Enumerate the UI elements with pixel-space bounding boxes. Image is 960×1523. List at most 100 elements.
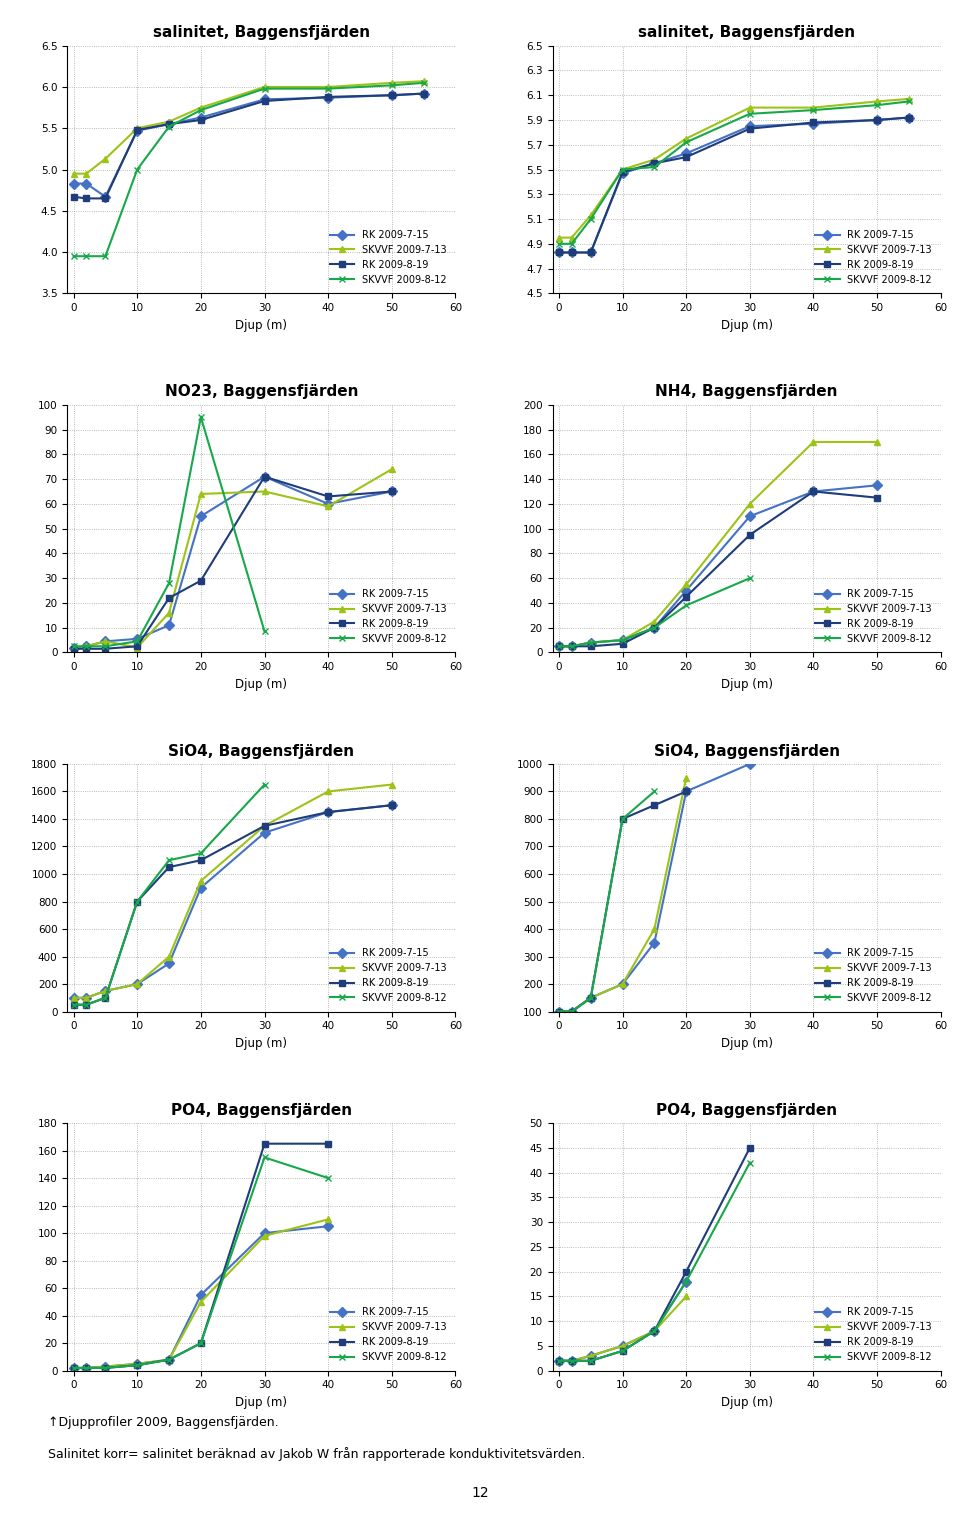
SKVVF 2009-8-12 xyxy=(195,844,206,862)
RK 2009-7-15 xyxy=(872,111,883,129)
Line: RK 2009-7-15: RK 2009-7-15 xyxy=(556,760,754,1014)
RK 2009-8-19 xyxy=(195,1334,206,1352)
SKVVF 2009-7-13 xyxy=(681,576,692,594)
SKVVF 2009-7-13 xyxy=(565,637,577,655)
SKVVF 2009-8-12 xyxy=(323,1170,334,1188)
SKVVF 2009-7-13 xyxy=(195,484,206,503)
RK 2009-7-15 xyxy=(163,114,175,133)
SKVVF 2009-7-13 xyxy=(100,149,111,168)
RK 2009-7-15 xyxy=(565,637,577,655)
RK 2009-8-19 xyxy=(323,1135,334,1153)
SKVVF 2009-8-12 xyxy=(565,637,577,655)
RK 2009-7-15 xyxy=(565,244,577,262)
RK 2009-8-19 xyxy=(132,892,143,911)
RK 2009-8-19 xyxy=(649,797,660,815)
RK 2009-7-15 xyxy=(81,988,92,1007)
RK 2009-7-15 xyxy=(100,187,111,206)
SKVVF 2009-7-13 xyxy=(585,634,596,652)
RK 2009-7-15 xyxy=(195,879,206,897)
SKVVF 2009-8-12 xyxy=(81,1359,92,1377)
RK 2009-7-15 xyxy=(585,1346,596,1365)
Line: SKVVF 2009-8-12: SKVVF 2009-8-12 xyxy=(556,97,912,247)
RK 2009-8-19 xyxy=(195,111,206,129)
SKVVF 2009-7-13 xyxy=(259,78,271,96)
SKVVF 2009-8-12 xyxy=(68,637,80,655)
RK 2009-8-19 xyxy=(81,996,92,1014)
SKVVF 2009-7-13 xyxy=(386,775,397,793)
SKVVF 2009-8-12 xyxy=(585,988,596,1007)
RK 2009-8-19 xyxy=(744,525,756,544)
RK 2009-7-15 xyxy=(649,1322,660,1340)
RK 2009-7-15 xyxy=(323,803,334,821)
RK 2009-7-15 xyxy=(681,1272,692,1290)
SKVVF 2009-8-12 xyxy=(553,637,564,655)
SKVVF 2009-8-12 xyxy=(616,631,628,649)
RK 2009-8-19 xyxy=(100,640,111,658)
SKVVF 2009-7-13 xyxy=(565,1351,577,1369)
SKVVF 2009-7-13 xyxy=(616,1337,628,1355)
Legend: RK 2009-7-15, SKVVF 2009-7-13, RK 2009-8-19, SKVVF 2009-8-12: RK 2009-7-15, SKVVF 2009-7-13, RK 2009-8… xyxy=(326,1304,450,1366)
RK 2009-7-15 xyxy=(68,638,80,656)
RK 2009-8-19 xyxy=(323,803,334,821)
RK 2009-8-19 xyxy=(259,468,271,486)
RK 2009-7-15 xyxy=(386,483,397,501)
SKVVF 2009-8-12 xyxy=(418,73,429,91)
SKVVF 2009-8-12 xyxy=(163,1351,175,1369)
SKVVF 2009-8-12 xyxy=(259,623,271,641)
X-axis label: Djup (m): Djup (m) xyxy=(235,1397,287,1409)
SKVVF 2009-7-13 xyxy=(681,769,692,787)
SKVVF 2009-8-12 xyxy=(163,117,175,136)
SKVVF 2009-7-13 xyxy=(585,206,596,224)
RK 2009-7-15 xyxy=(553,1002,564,1020)
RK 2009-7-15 xyxy=(903,108,915,126)
SKVVF 2009-7-13 xyxy=(259,1226,271,1244)
X-axis label: Djup (m): Djup (m) xyxy=(235,678,287,691)
Title: PO4, Baggensfjärden: PO4, Baggensfjärden xyxy=(656,1103,837,1118)
RK 2009-7-15 xyxy=(323,88,334,107)
Line: RK 2009-7-15: RK 2009-7-15 xyxy=(70,1223,331,1371)
RK 2009-8-19 xyxy=(649,618,660,637)
SKVVF 2009-8-12 xyxy=(649,618,660,637)
SKVVF 2009-8-12 xyxy=(259,775,271,793)
RK 2009-7-15 xyxy=(565,1002,577,1020)
SKVVF 2009-8-12 xyxy=(132,632,143,650)
SKVVF 2009-7-13 xyxy=(872,93,883,111)
Title: salinitet, Baggensfjärden: salinitet, Baggensfjärden xyxy=(638,26,855,40)
SKVVF 2009-8-12 xyxy=(616,160,628,178)
RK 2009-7-15 xyxy=(807,114,819,133)
Line: SKVVF 2009-8-12: SKVVF 2009-8-12 xyxy=(70,79,427,260)
Line: SKVVF 2009-7-13: SKVVF 2009-7-13 xyxy=(70,1215,331,1371)
Legend: RK 2009-7-15, SKVVF 2009-7-13, RK 2009-8-19, SKVVF 2009-8-12: RK 2009-7-15, SKVVF 2009-7-13, RK 2009-8… xyxy=(326,944,450,1007)
RK 2009-7-15 xyxy=(132,122,143,140)
SKVVF 2009-8-12 xyxy=(163,851,175,870)
RK 2009-8-19 xyxy=(195,571,206,589)
RK 2009-7-15 xyxy=(386,797,397,815)
SKVVF 2009-7-13 xyxy=(81,1359,92,1377)
SKVVF 2009-7-13 xyxy=(649,1322,660,1340)
RK 2009-7-15 xyxy=(585,244,596,262)
SKVVF 2009-7-13 xyxy=(259,483,271,501)
SKVVF 2009-8-12 xyxy=(195,1334,206,1352)
Legend: RK 2009-7-15, SKVVF 2009-7-13, RK 2009-8-19, SKVVF 2009-8-12: RK 2009-7-15, SKVVF 2009-7-13, RK 2009-8… xyxy=(811,944,936,1007)
RK 2009-8-19 xyxy=(132,637,143,655)
RK 2009-8-19 xyxy=(585,988,596,1007)
SKVVF 2009-7-13 xyxy=(163,947,175,966)
RK 2009-8-19 xyxy=(616,635,628,653)
RK 2009-8-19 xyxy=(259,1135,271,1153)
SKVVF 2009-7-13 xyxy=(649,151,660,169)
RK 2009-8-19 xyxy=(565,1002,577,1020)
SKVVF 2009-8-12 xyxy=(386,76,397,94)
SKVVF 2009-8-12 xyxy=(585,1351,596,1369)
X-axis label: Djup (m): Djup (m) xyxy=(721,318,773,332)
RK 2009-7-15 xyxy=(100,1357,111,1375)
RK 2009-8-19 xyxy=(585,637,596,655)
Line: SKVVF 2009-7-13: SKVVF 2009-7-13 xyxy=(70,78,427,177)
SKVVF 2009-7-13 xyxy=(553,228,564,247)
SKVVF 2009-7-13 xyxy=(195,99,206,117)
Title: NO23, Baggensfjärden: NO23, Baggensfjärden xyxy=(164,384,358,399)
RK 2009-7-15 xyxy=(649,154,660,172)
SKVVF 2009-8-12 xyxy=(195,408,206,426)
RK 2009-8-19 xyxy=(872,489,883,507)
SKVVF 2009-7-13 xyxy=(553,1002,564,1020)
RK 2009-8-19 xyxy=(68,996,80,1014)
